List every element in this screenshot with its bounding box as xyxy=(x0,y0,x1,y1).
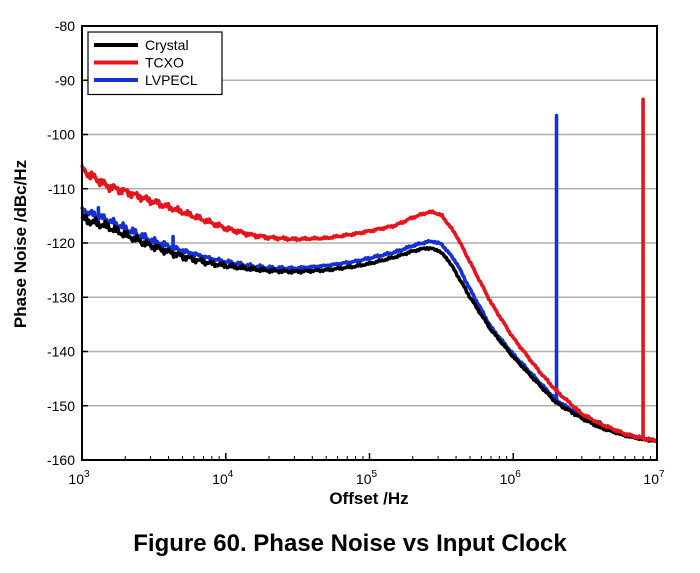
x-tick-label: 107 xyxy=(643,469,665,487)
phase-noise-chart: -80-90-100-110-120-130-140-150-160 103 10… xyxy=(11,18,665,508)
y-tick-label: -110 xyxy=(48,181,75,197)
x-tick-label: 104 xyxy=(212,469,234,487)
gridlines xyxy=(82,79,657,407)
figure-caption: Figure 60. Phase Noise vs Input Clock xyxy=(133,530,567,557)
series-line-crystal xyxy=(80,213,658,443)
x-tick-label: 103 xyxy=(68,469,90,487)
y-tick-label: -150 xyxy=(47,398,75,414)
y-tick-label: -140 xyxy=(47,344,75,360)
y-tick-label: -160 xyxy=(47,452,75,468)
y-tick-label: -100 xyxy=(47,127,75,143)
y-tick-label: -120 xyxy=(47,235,75,251)
y-tick-label: -130 xyxy=(47,289,75,305)
legend-label: TCXO xyxy=(145,55,184,71)
x-tick-label: 105 xyxy=(356,469,378,487)
y-axis-label: Phase Noise /dBc/Hz xyxy=(11,160,30,328)
y-tick-labels: -80 -90 -100 -110 -120 -130 -140 -150 -160 xyxy=(47,18,88,468)
legend-label: Crystal xyxy=(145,37,189,53)
x-tick-labels: 103 104 105 106 107 xyxy=(68,453,665,487)
y-tick-label: -80 xyxy=(55,18,75,34)
x-axis-label: Offset /Hz xyxy=(329,489,408,508)
series-line-tcxo xyxy=(80,164,659,444)
series-lines xyxy=(80,97,659,444)
x-tick-label: 106 xyxy=(500,469,522,487)
y-tick-label: -90 xyxy=(55,72,75,88)
legend-label: LVPECL xyxy=(145,72,198,88)
